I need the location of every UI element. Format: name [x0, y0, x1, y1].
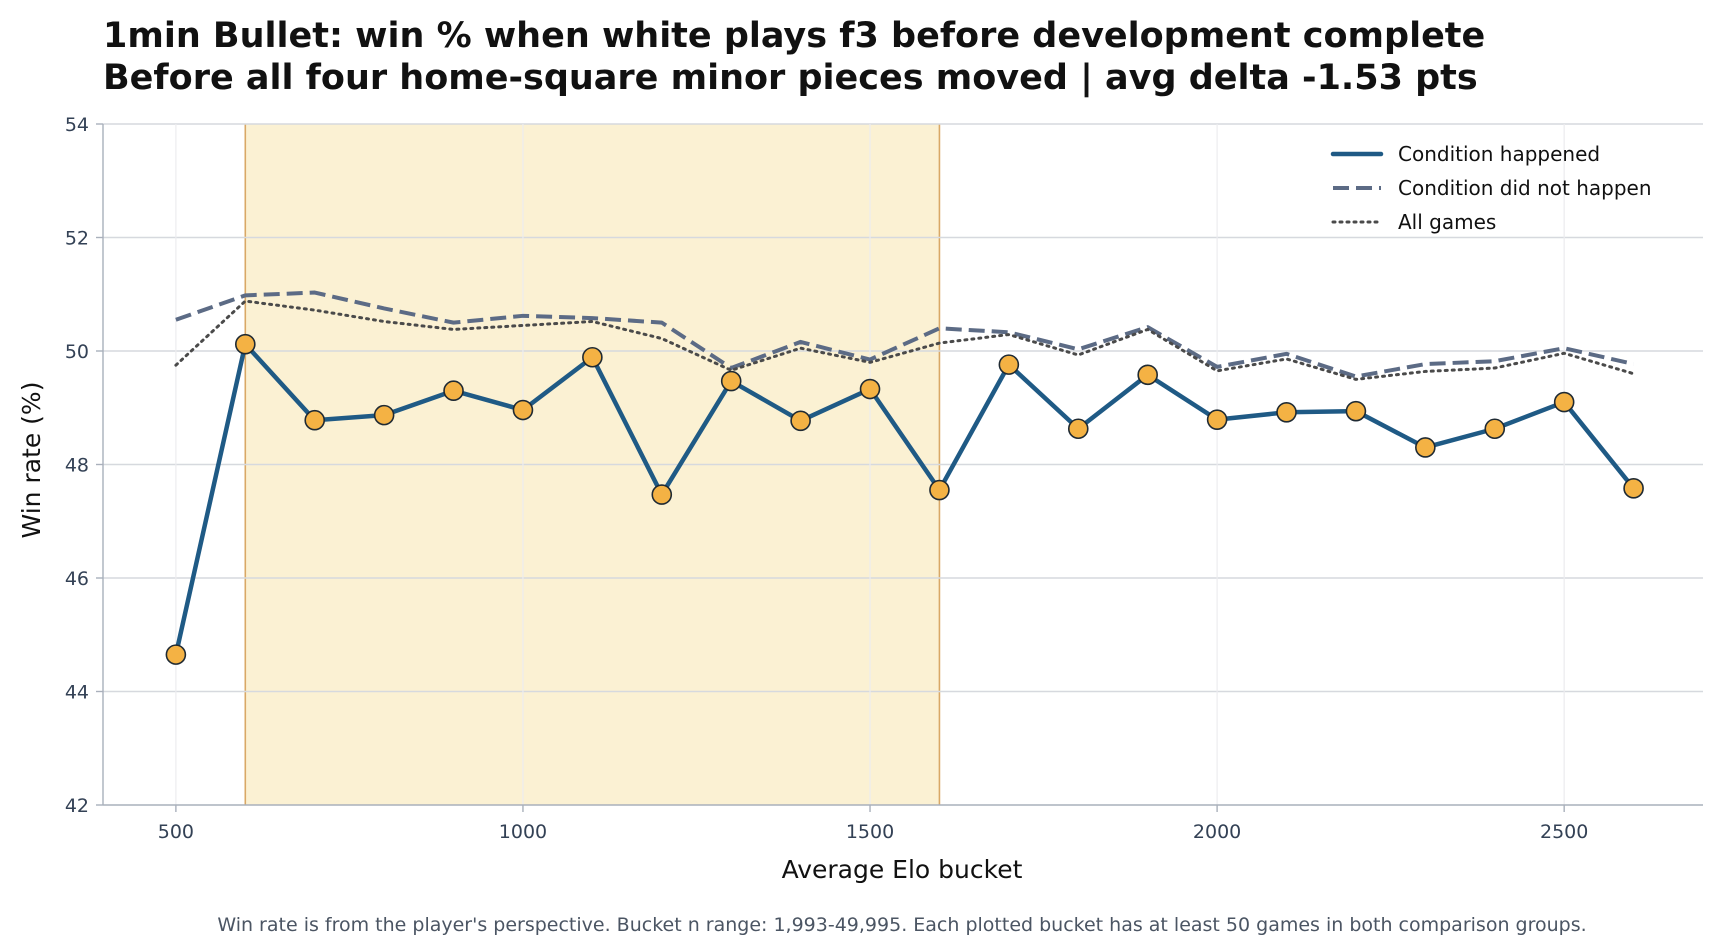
tick-labels: 42 44 46 48 50 52 54 500 1000 1500 2000 2500	[65, 114, 1589, 843]
series-line-condition-happened	[173, 341, 1636, 657]
series-line-all-games	[174, 299, 1636, 381]
data-point	[859, 378, 881, 400]
data-point	[165, 644, 187, 665]
y-tick-label: 44	[65, 682, 89, 704]
data-point	[1206, 409, 1228, 430]
y-tick-label: 48	[65, 455, 89, 477]
data-point	[651, 484, 673, 505]
data-point	[234, 333, 256, 355]
data-point	[1345, 400, 1367, 422]
axes	[96, 123, 1703, 812]
grid	[103, 123, 1703, 805]
data-point	[720, 370, 742, 392]
y-tick-label: 52	[65, 228, 89, 250]
y-tick-label: 50	[65, 341, 89, 363]
x-tick-label: 500	[158, 821, 194, 843]
x-tick-label: 1000	[499, 821, 547, 843]
series-line-condition-did-not-happen	[175, 290, 1635, 379]
data-point	[1067, 418, 1089, 440]
x-tick-label: 2500	[1540, 821, 1588, 843]
y-axis-label: Win rate (%)	[17, 382, 46, 539]
legend-label-condition-not-happened: Condition did not happen	[1398, 176, 1652, 200]
data-point	[512, 399, 534, 421]
data-point	[790, 410, 811, 432]
data-point	[582, 346, 603, 368]
series	[165, 290, 1644, 665]
data-point	[1484, 418, 1506, 440]
data-point	[1137, 364, 1158, 386]
legend-label-condition-happened: Condition happened	[1398, 142, 1600, 166]
data-point	[929, 479, 950, 501]
data-point	[373, 404, 395, 426]
data-point	[1276, 401, 1297, 423]
x-tick-label: 1500	[846, 821, 894, 843]
data-point	[1623, 478, 1644, 499]
data-point	[998, 354, 1020, 375]
chart-subtitle: Before all four home-square minor pieces…	[103, 58, 1478, 98]
y-tick-label: 42	[65, 795, 89, 817]
footnote: Win rate is from the player's perspectiv…	[217, 914, 1586, 936]
x-axis-label: Average Elo bucket	[782, 855, 1023, 884]
data-point	[304, 409, 326, 431]
plot-area: 42 44 46 48 50 52 54 500 1000 1500 2000 2500	[65, 114, 1703, 843]
legend-label-all-games: All games	[1398, 210, 1496, 234]
data-point	[1415, 437, 1436, 458]
data-point	[443, 380, 464, 402]
data-point	[1553, 391, 1575, 413]
y-tick-label: 54	[65, 114, 89, 136]
chart-title: 1min Bullet: win % when white plays f3 b…	[103, 16, 1485, 56]
legend: Condition happened Condition did not hap…	[1330, 142, 1652, 234]
x-tick-label: 2000	[1193, 821, 1241, 843]
y-tick-label: 46	[65, 568, 89, 590]
